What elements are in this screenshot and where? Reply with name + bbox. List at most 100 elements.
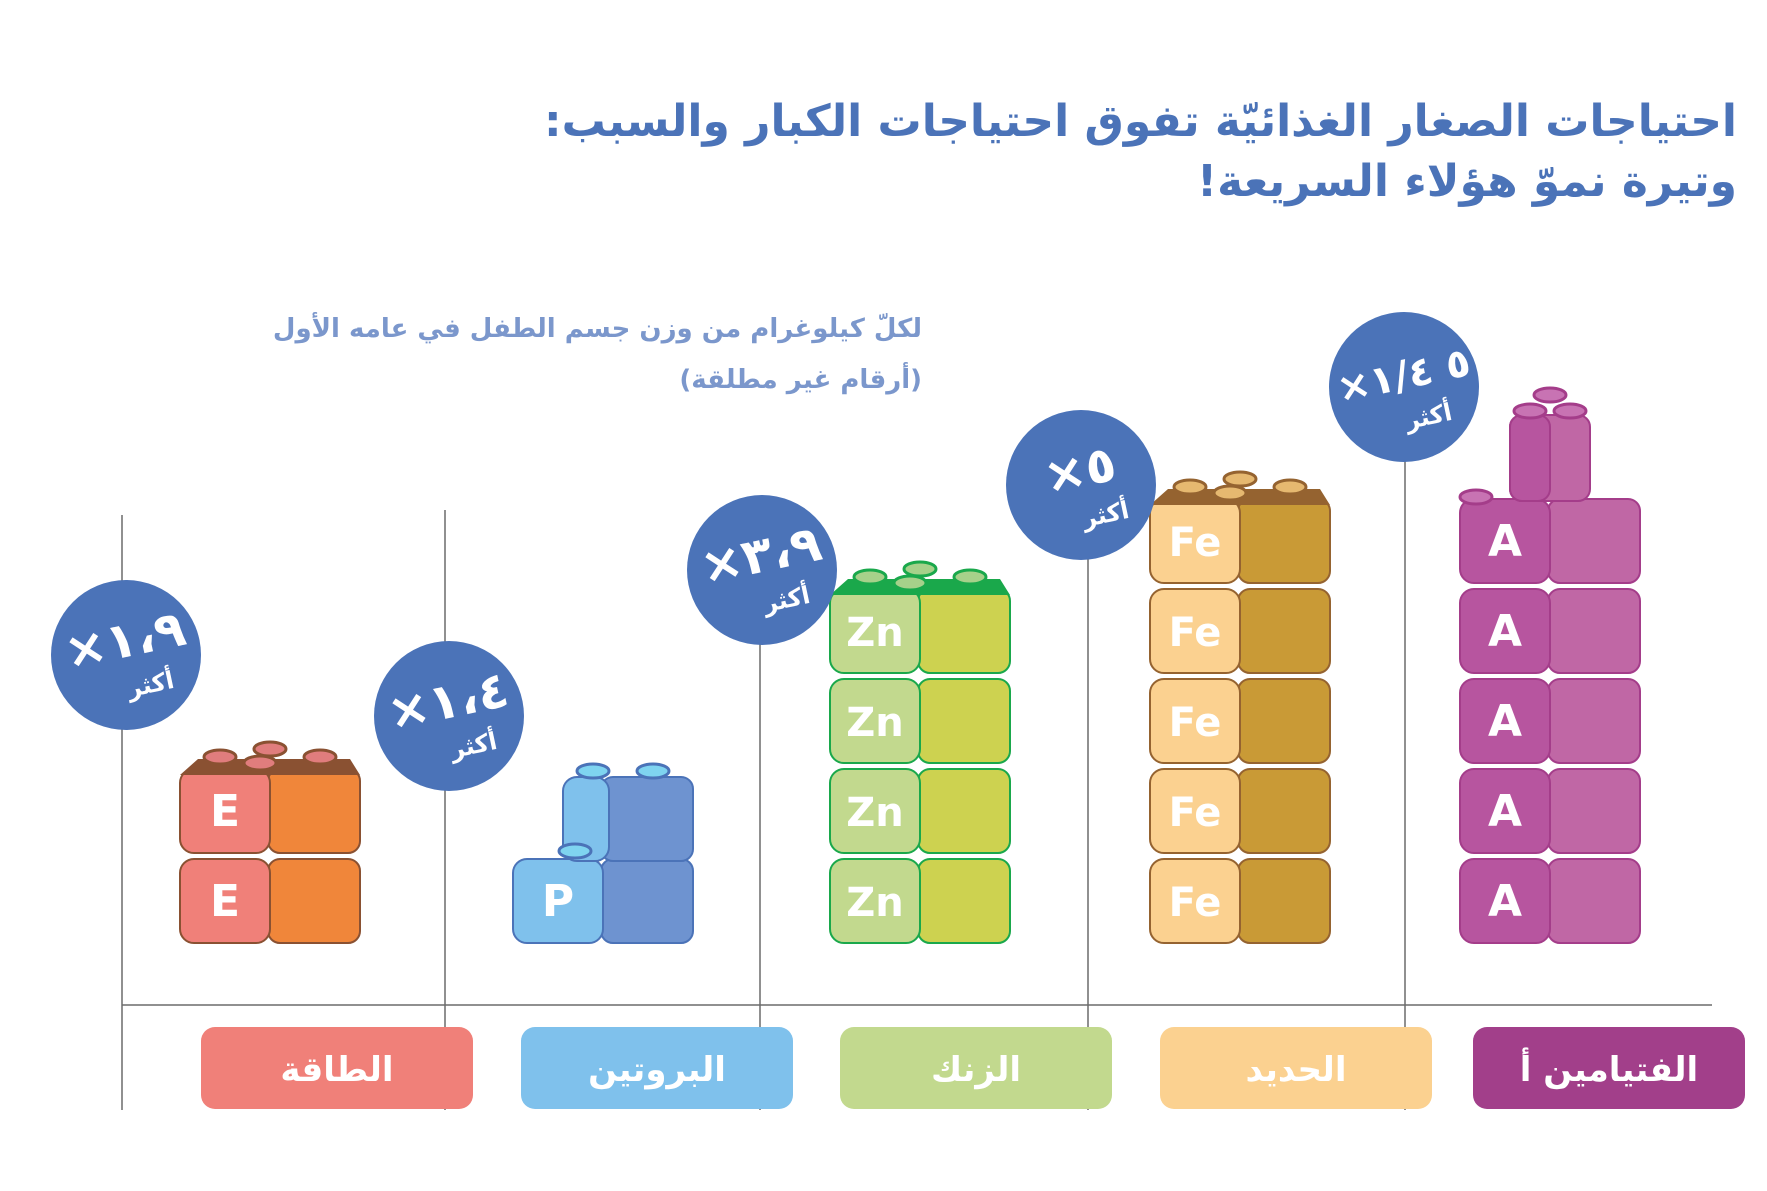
bar-block: A xyxy=(1459,498,1641,584)
category-label: الحديد xyxy=(1246,1050,1347,1090)
chart-note-line-1: لكلّ كيلوغرام من وزن جسم الطفل في عامه ا… xyxy=(272,314,922,344)
chart-note-line-2: (أرقام غير مطلقة) xyxy=(679,365,922,395)
value-badge xyxy=(687,495,837,645)
block-left-face xyxy=(1149,768,1241,854)
block-symbol-label: Fe xyxy=(1169,790,1222,836)
category-label-pill xyxy=(521,1027,793,1109)
block-right-face xyxy=(1237,498,1331,584)
block-stud xyxy=(1172,478,1208,496)
block-symbol-label: A xyxy=(1488,696,1522,747)
block-symbol-label: Zn xyxy=(846,700,903,746)
block-left-face xyxy=(1459,588,1551,674)
bar-block: Fe xyxy=(1149,858,1331,944)
bar-block: Zn xyxy=(829,768,1011,854)
bar-block: A xyxy=(1459,678,1641,764)
category-label: البروتين xyxy=(588,1050,726,1090)
category-label-pill xyxy=(840,1027,1112,1109)
category-label-pill xyxy=(1473,1027,1745,1109)
block-right-face xyxy=(1237,588,1331,674)
block-symbol-label: A xyxy=(1488,876,1522,927)
block-symbol-label: Fe xyxy=(1169,610,1222,656)
block-left-face xyxy=(829,768,921,854)
bar-block: Zn xyxy=(829,858,1011,944)
block-right-face xyxy=(267,768,361,854)
block-symbol-label: E xyxy=(210,876,240,927)
value-badge xyxy=(1329,312,1479,462)
block-left-face xyxy=(179,858,271,944)
block-symbol-label: Fe xyxy=(1169,520,1222,566)
block-stud xyxy=(1222,470,1258,488)
category-label-pill xyxy=(201,1027,473,1109)
block-stud xyxy=(1272,478,1308,496)
block-stud xyxy=(1212,484,1248,502)
bar-block: A xyxy=(1459,858,1641,944)
bar-block: E xyxy=(179,858,361,944)
block-right-face xyxy=(1237,858,1331,944)
block-right-face xyxy=(917,588,1011,674)
bar-block: A xyxy=(1459,768,1641,854)
block-left-face xyxy=(1149,858,1241,944)
block-stud xyxy=(1532,386,1568,404)
bar-block: Fe xyxy=(1149,678,1331,764)
block-right-face xyxy=(1547,498,1641,584)
block-right-face xyxy=(1237,768,1331,854)
block-symbol-label: Zn xyxy=(846,880,903,926)
block-right-face xyxy=(600,776,694,862)
value-badge xyxy=(1006,410,1156,560)
bar-block: P xyxy=(512,858,694,944)
block-symbol-label: Zn xyxy=(846,610,903,656)
block-stud xyxy=(252,740,288,758)
block-stud xyxy=(575,762,611,780)
block-symbol-label: A xyxy=(1488,786,1522,837)
block-symbol-label: E xyxy=(210,786,240,837)
value-badge xyxy=(51,580,201,730)
block-symbol-label: A xyxy=(1488,606,1522,657)
bar-block: Zn xyxy=(829,678,1011,764)
block-left-face xyxy=(512,858,604,944)
bar-block: E xyxy=(179,768,361,854)
block-stud xyxy=(852,568,888,586)
block-stud xyxy=(635,762,671,780)
block-left-face xyxy=(1459,678,1551,764)
block-stud xyxy=(1458,488,1494,506)
block-right-face xyxy=(267,858,361,944)
block-stud xyxy=(952,568,988,586)
block-left-face xyxy=(1459,498,1551,584)
block-right-face xyxy=(1237,678,1331,764)
block-stud xyxy=(892,574,928,592)
block-stud xyxy=(902,560,938,578)
bar-block: Fe xyxy=(1149,498,1331,584)
block-right-face xyxy=(600,858,694,944)
block-stud xyxy=(557,842,593,860)
chart-title-line-1: احتياجات الصغار الغذائيّة تفوق احتياجات … xyxy=(543,96,1737,147)
block-right-face xyxy=(917,858,1011,944)
block-right-face xyxy=(917,768,1011,854)
block-right-face xyxy=(1547,768,1641,854)
chart-title-line-2: وتيرة نموّ هؤلاء السريعة! xyxy=(1197,156,1737,207)
block-right-face xyxy=(1547,858,1641,944)
block-left-face xyxy=(1459,858,1551,944)
block-right-face xyxy=(917,678,1011,764)
value-badge xyxy=(374,641,524,791)
block-left-face xyxy=(1149,678,1241,764)
block-stud xyxy=(242,754,278,772)
category-label: الزنك xyxy=(931,1050,1021,1090)
bar-block: Fe xyxy=(1149,588,1331,674)
block-stud xyxy=(1512,402,1548,420)
block-stud xyxy=(302,748,338,766)
bar-block: Fe xyxy=(1149,768,1331,854)
bar-block: A xyxy=(1459,588,1641,674)
category-label-pill xyxy=(1160,1027,1432,1109)
block-symbol-label: P xyxy=(542,876,574,927)
block-left-face xyxy=(1459,768,1551,854)
category-label: الفتيامين أ xyxy=(1520,1047,1698,1090)
block-symbol-label: Fe xyxy=(1169,880,1222,926)
block-symbol-label: Zn xyxy=(846,790,903,836)
category-label: الطاقة xyxy=(280,1050,393,1090)
block-right-face xyxy=(1547,678,1641,764)
block-stud xyxy=(1552,402,1588,420)
block-left-face xyxy=(829,858,921,944)
block-left-face xyxy=(1149,588,1241,674)
